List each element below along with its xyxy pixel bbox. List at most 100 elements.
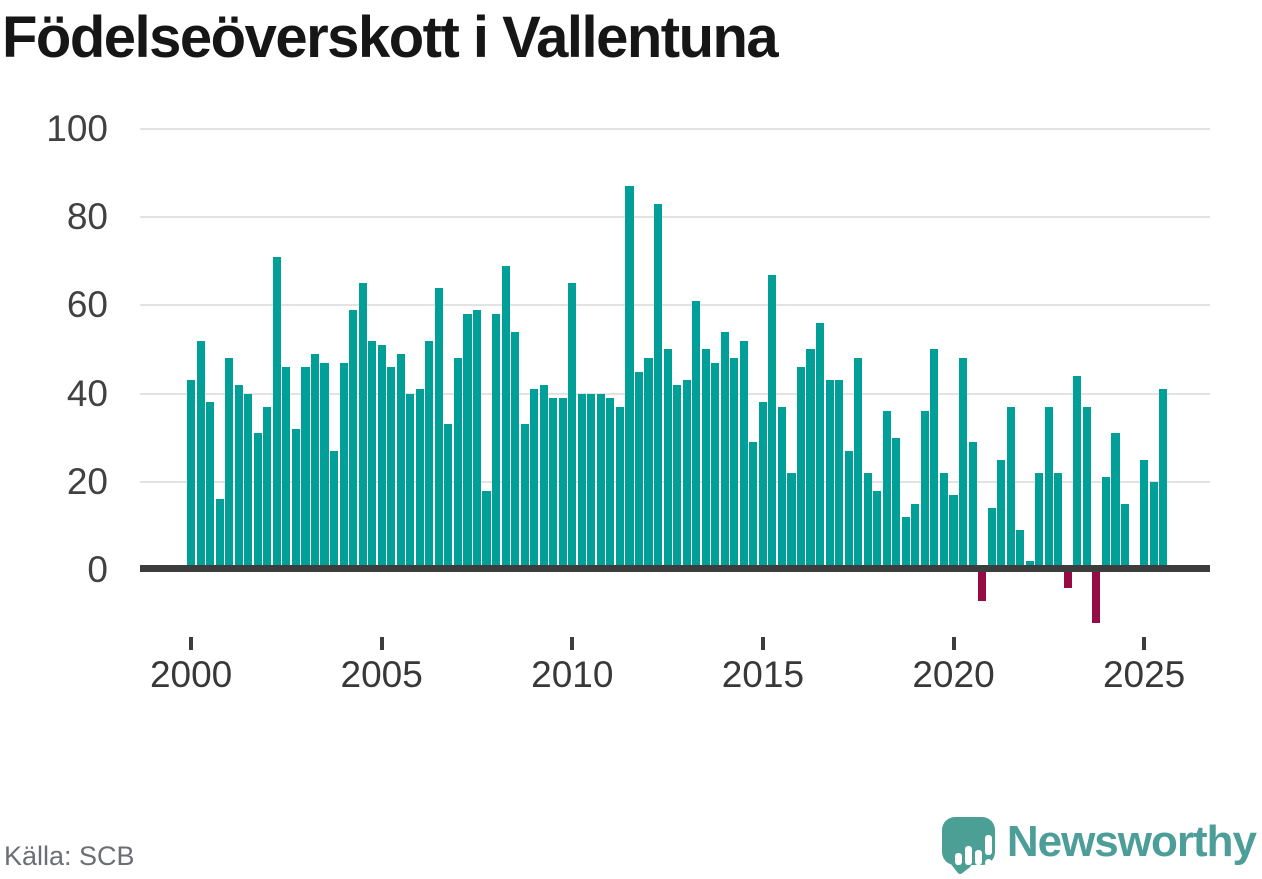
bar-2010-Q1 [568,283,577,570]
bar-2006-Q2 [425,341,434,570]
bar-2005-Q1 [377,345,386,570]
bar-2020-Q2 [958,358,968,570]
bar-2011-Q2 [615,407,624,570]
bar-2014-Q4 [749,442,758,570]
bar-2014-Q1 [720,332,729,570]
x-axis-label-2005: 2005 [340,654,423,695]
bar-2007-Q2 [463,314,472,570]
bar-2000-Q1 [187,380,196,570]
bar-2013-Q2 [692,301,701,570]
bar-2015-Q3 [777,407,787,570]
bar-2003-Q4 [329,451,339,570]
bar-2016-Q3 [816,323,825,570]
bar-2012-Q4 [673,385,682,570]
bar-2021-Q3 [1006,407,1015,570]
exclamation-icon [984,835,992,855]
bar-2021-Q1 [987,508,996,570]
bar-2008-Q4 [520,424,529,570]
bar-2023-Q4 [1092,570,1101,623]
bar-2000-Q2 [196,341,205,570]
bar-2005-Q4 [406,394,415,570]
bar-2002-Q4 [291,429,300,570]
x-axis-tick-2000 [189,637,194,650]
newsworthy-wordmark: Newsworthy [1006,817,1257,866]
mini-barchart-icon [974,850,982,865]
bar-2004-Q4 [368,341,377,570]
bar-2009-Q4 [558,398,567,570]
gridline-y60 [140,304,1210,307]
bar-2003-Q1 [301,367,310,570]
bar-2013-Q1 [682,380,691,570]
mini-barchart-icon [964,846,972,865]
bar-2020-Q3 [968,442,977,570]
bar-2007-Q3 [472,310,482,570]
bar-2015-Q2 [768,275,777,570]
bar-2018-Q1 [873,491,882,570]
bar-2001-Q1 [225,358,234,570]
bar-2012-Q1 [644,358,653,570]
y-axis-label: 100 [46,108,108,149]
x-axis-label-2020: 2020 [912,654,995,695]
bar-2000-Q3 [206,402,215,570]
bar-2021-Q2 [997,460,1006,570]
gridline-y100 [140,128,1210,130]
bar-2015-Q4 [787,473,796,570]
x-axis-tick-2005 [379,637,384,650]
y-axis-label: 60 [66,284,108,326]
x-axis-tick-2025 [1142,637,1147,650]
bar-2016-Q1 [796,367,806,570]
bar-2014-Q2 [730,358,739,570]
bar-2025-Q1 [1140,460,1149,570]
gridline-y80 [140,216,1210,219]
bar-2002-Q3 [282,367,291,570]
bar-2022-Q3 [1044,407,1053,570]
bar-2011-Q1 [606,398,615,570]
bar-2006-Q1 [415,389,424,570]
bar-2009-Q1 [530,389,539,570]
bar-2024-Q1 [1101,477,1111,570]
bar-2018-Q4 [901,517,910,570]
x-axis-label-2015: 2015 [721,654,805,695]
bar-2009-Q3 [549,398,558,570]
bar-2006-Q3 [434,288,443,570]
x-axis-label-2000: 2000 [149,654,233,695]
bar-2019-Q3 [930,349,939,570]
bar-2020-Q4 [978,570,987,601]
bar-2007-Q4 [482,491,491,570]
x-axis-line [140,565,1210,572]
bar-2025-Q2 [1149,482,1158,570]
bar-2016-Q2 [806,349,815,570]
bar-2020-Q1 [949,495,958,570]
bar-2024-Q3 [1120,504,1130,570]
bar-2011-Q4 [634,372,644,570]
chart-title: Födelseöverskott i Vallentuna [2,5,779,70]
bar-2010-Q4 [596,394,605,570]
x-axis-tick-2015 [760,637,765,650]
y-axis-label: 40 [66,372,108,414]
bar-2024-Q2 [1111,433,1120,570]
bar-2012-Q3 [663,349,672,570]
bar-2002-Q2 [272,257,281,570]
bar-2023-Q3 [1082,407,1091,570]
bar-2022-Q4 [1054,473,1063,570]
mini-barchart-icon [954,853,962,865]
bar-2015-Q1 [758,402,767,570]
source-caption: Källa: SCB [4,841,135,871]
x-axis-label-2025: 2025 [1102,654,1186,695]
bar-2001-Q2 [234,385,243,570]
bar-2010-Q2 [577,394,586,570]
bar-2017-Q2 [844,451,853,570]
bar-2008-Q2 [501,266,510,570]
bar-2007-Q1 [453,358,462,570]
bar-2019-Q1 [911,504,920,570]
bar-2017-Q3 [854,358,863,570]
bar-2025-Q3 [1159,389,1168,570]
bar-2001-Q3 [244,394,253,570]
bar-2021-Q4 [1016,530,1025,570]
newsworthy-bubble-icon [940,810,996,876]
bar-2023-Q1 [1063,570,1072,588]
bar-2022-Q2 [1035,473,1044,570]
y-axis-label: 80 [66,196,108,238]
bar-2008-Q1 [492,314,501,570]
bar-2017-Q4 [863,473,872,570]
